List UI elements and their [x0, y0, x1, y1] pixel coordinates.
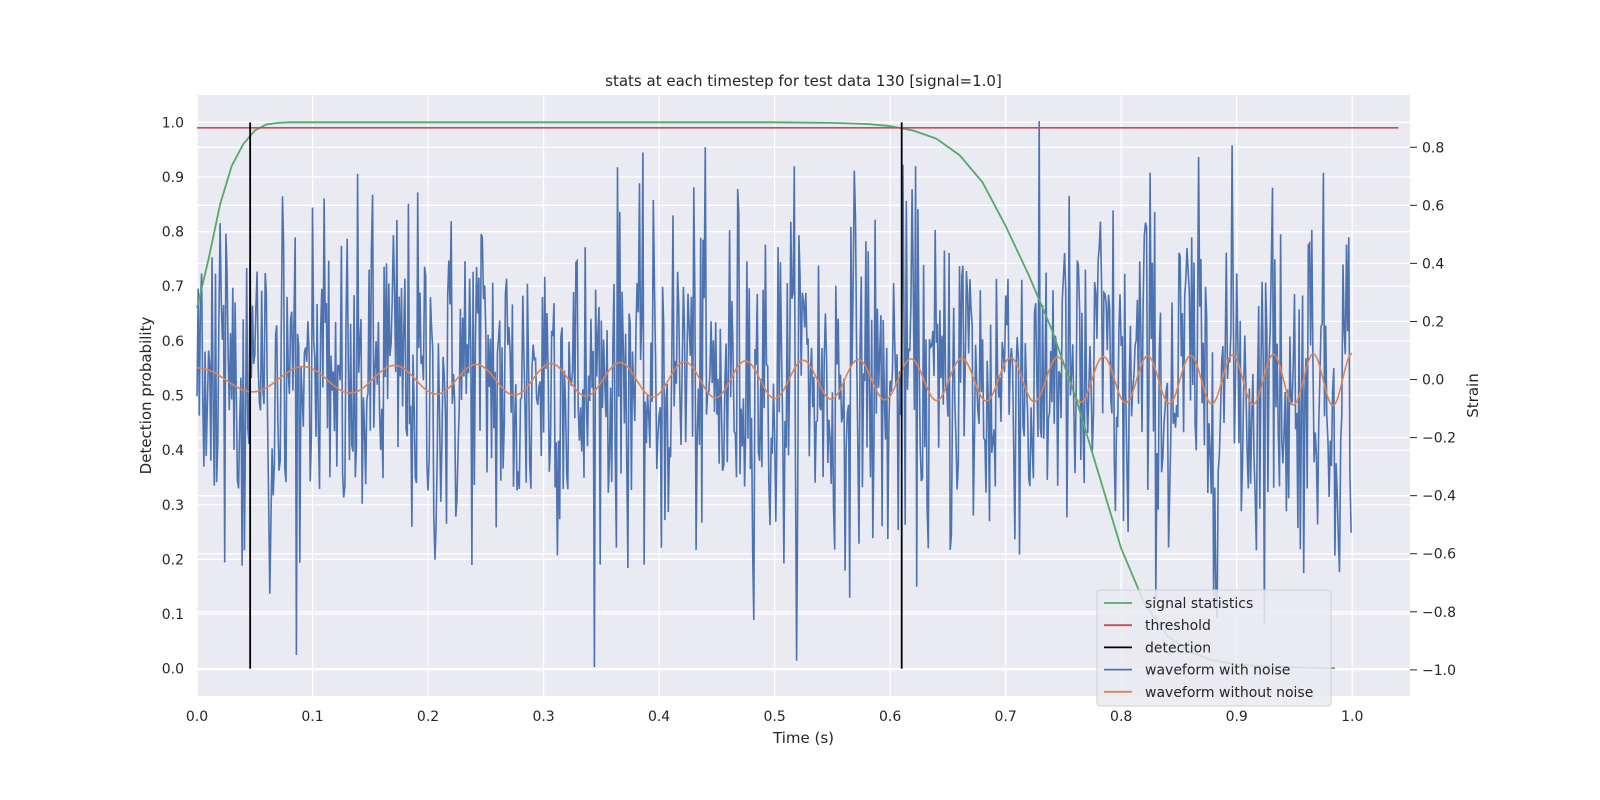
legend-entry: waveform with noise	[1145, 663, 1290, 679]
y-tick-label-right: −0.8	[1422, 605, 1456, 621]
y-tick-label-left: 0.9	[162, 170, 184, 186]
y-tick-label-right: −1.0	[1422, 663, 1456, 679]
x-tick-label: 0.0	[186, 709, 208, 725]
y-tick-label-right: 0.0	[1422, 373, 1444, 389]
series-waveform-without-noise	[197, 352, 1353, 407]
y-tick-label-right: 0.6	[1422, 198, 1444, 214]
x-tick-label: 0.2	[417, 709, 439, 725]
y-tick-label-right: 0.2	[1422, 314, 1444, 330]
legend-entry: threshold	[1145, 618, 1211, 634]
y-tick-label-left: 0.2	[162, 552, 184, 568]
x-tick-label: 0.1	[301, 709, 323, 725]
legend-entry: detection	[1145, 640, 1211, 656]
y-tick-label-right: −0.2	[1422, 431, 1456, 447]
y-tick-label-left: 0.0	[162, 662, 184, 678]
x-tick-label: 0.3	[532, 709, 554, 725]
legend-entry: signal statistics	[1145, 596, 1253, 612]
y-tick-label-left: 0.1	[162, 607, 184, 623]
legend-box	[1096, 589, 1332, 707]
legend-entry: waveform without noise	[1145, 685, 1313, 701]
chart-title: stats at each timestep for test data 130…	[605, 72, 1002, 90]
y-tick-label-left: 0.4	[162, 443, 184, 459]
y-tick-label-right: −0.4	[1422, 489, 1456, 505]
y-tick-label-left: 0.8	[162, 225, 184, 241]
y-tick-label-right: 0.8	[1422, 140, 1444, 156]
y-tick-label-left: 0.7	[162, 279, 184, 295]
x-tick-label: 0.4	[648, 709, 670, 725]
y-axis-label-right: Strain	[1464, 373, 1482, 417]
x-axis-label: Time (s)	[772, 729, 834, 747]
y-tick-label-left: 0.5	[162, 389, 184, 405]
x-tick-label: 0.9	[1226, 709, 1248, 725]
x-tick-label: 0.5	[763, 709, 785, 725]
y-axis-label-left: Detection probability	[137, 317, 155, 475]
x-tick-label: 0.7	[995, 709, 1017, 725]
y-tick-label-right: −0.6	[1422, 547, 1456, 563]
legend: signal statistics threshold detection wavef…	[1096, 589, 1332, 707]
x-tick-label: 0.6	[879, 709, 901, 725]
y-tick-label-left: 0.3	[162, 498, 184, 514]
ticks-layer: 0.0 0.1 0.2 0.3 0.4 0.5 0.6 0.7 0.8 0.9 1.0 0.0 0.1 0…	[162, 115, 1456, 725]
y-tick-label-right: 0.4	[1422, 256, 1444, 272]
y-tick-label-left: 1.0	[162, 115, 184, 131]
series-waveform-with-noise	[196, 121, 1352, 668]
x-tick-label: 1.0	[1341, 709, 1363, 725]
x-tick-label: 0.8	[1110, 709, 1132, 725]
y-tick-label-left: 0.6	[162, 334, 184, 350]
